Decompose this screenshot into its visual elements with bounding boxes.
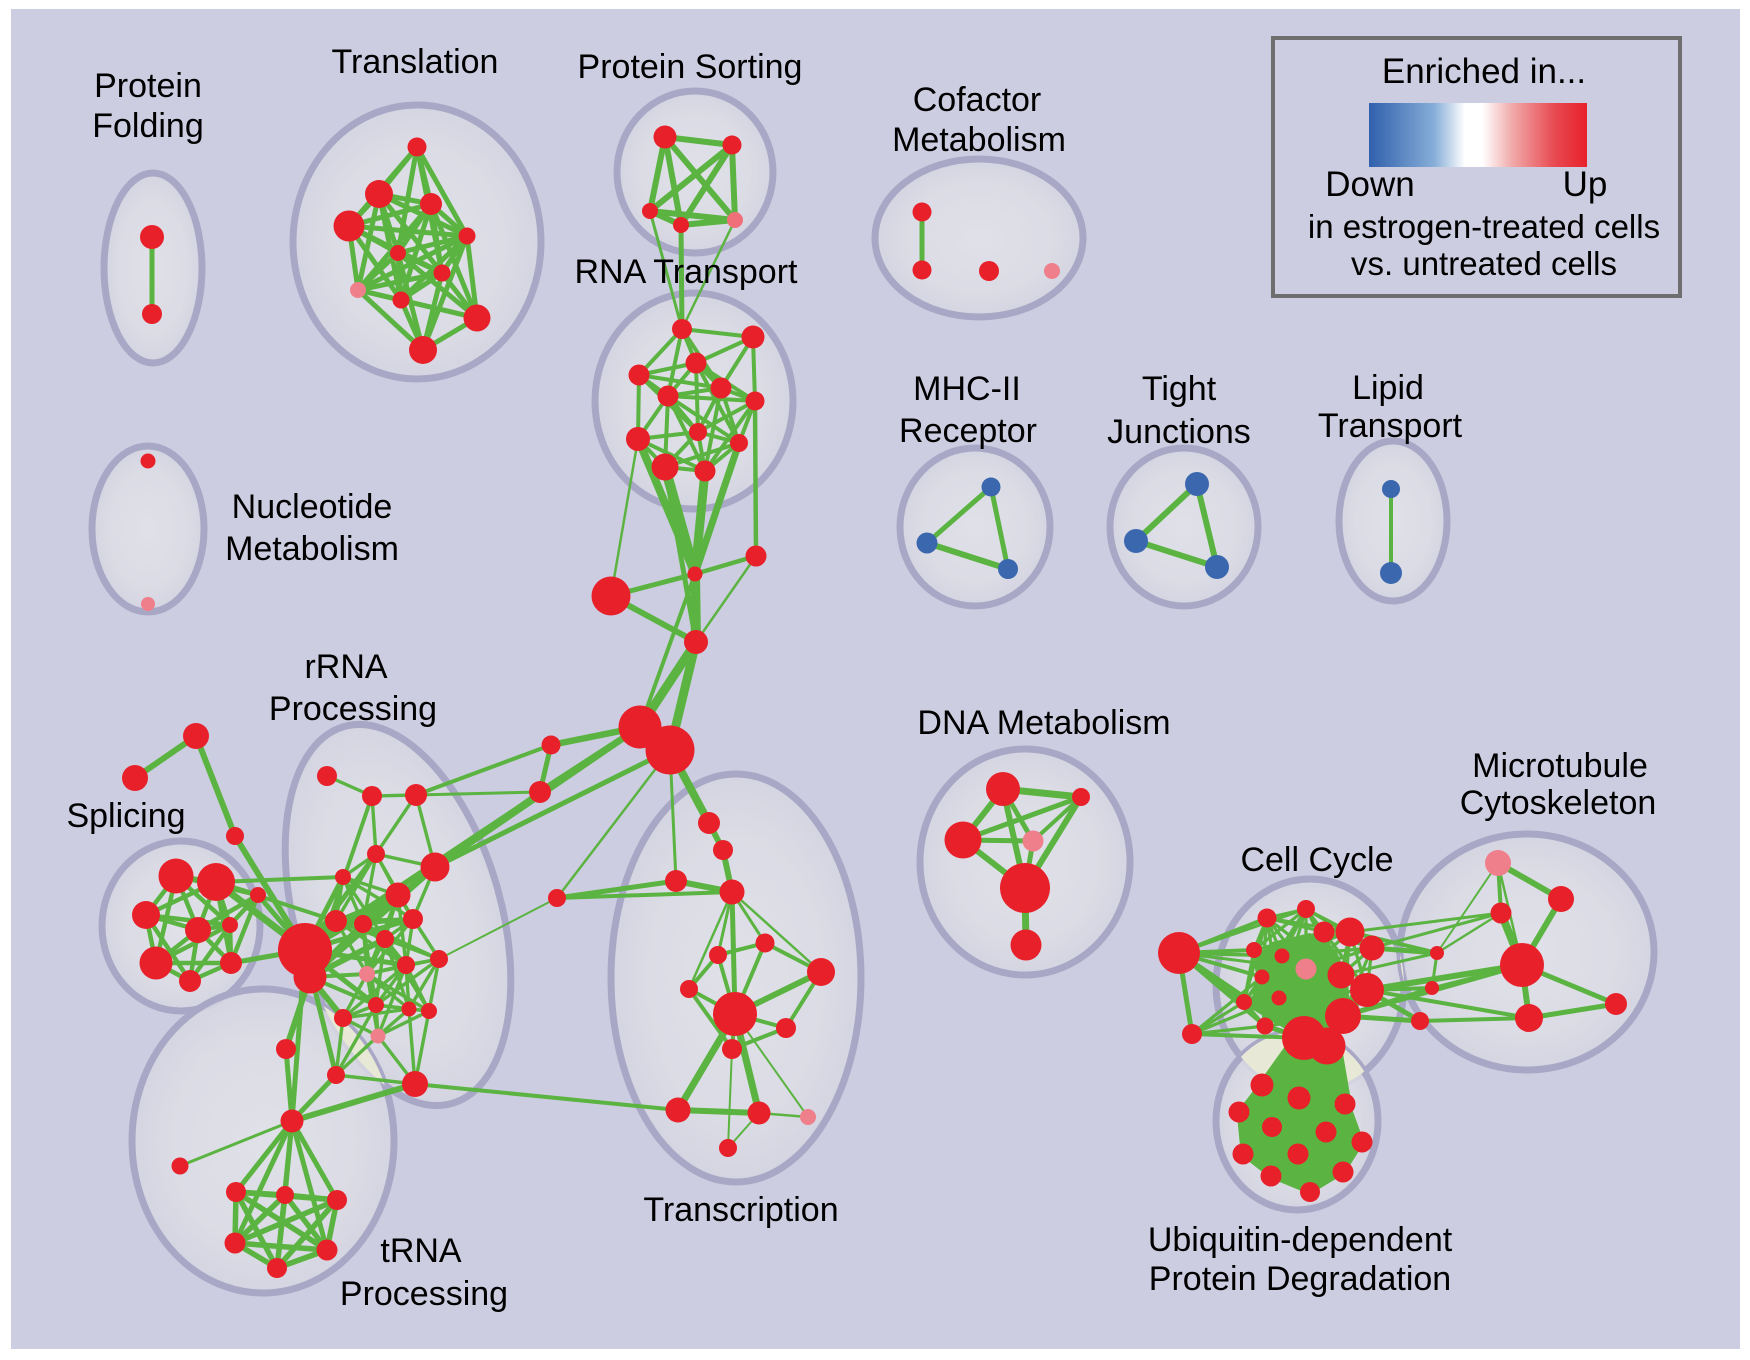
svg-text:Cell Cycle: Cell Cycle <box>1240 841 1393 879</box>
svg-text:RNA Transport: RNA Transport <box>575 253 799 291</box>
svg-text:Protein Sorting: Protein Sorting <box>578 48 803 86</box>
svg-text:Junctions: Junctions <box>1107 413 1251 451</box>
svg-text:Translation: Translation <box>332 43 499 81</box>
svg-text:Tight: Tight <box>1142 370 1217 408</box>
svg-text:Down: Down <box>1325 165 1414 204</box>
svg-text:Transcription: Transcription <box>643 1191 838 1229</box>
svg-text:Metabolism: Metabolism <box>225 530 399 568</box>
svg-text:Splicing: Splicing <box>66 797 185 835</box>
svg-text:Processing: Processing <box>340 1275 508 1313</box>
svg-text:Processing: Processing <box>269 690 437 728</box>
svg-text:Metabolism: Metabolism <box>892 121 1066 159</box>
svg-text:Microtubule: Microtubule <box>1472 747 1648 785</box>
svg-text:Ubiquitin-dependent: Ubiquitin-dependent <box>1148 1221 1453 1259</box>
svg-text:Transport: Transport <box>1318 407 1463 445</box>
svg-text:tRNA: tRNA <box>380 1232 462 1270</box>
svg-text:Lipid: Lipid <box>1352 369 1424 407</box>
svg-text:in estrogen-treated cells: in estrogen-treated cells <box>1308 208 1660 245</box>
svg-text:Cytoskeleton: Cytoskeleton <box>1460 784 1657 822</box>
svg-text:Protein: Protein <box>94 67 202 105</box>
svg-text:Cofactor: Cofactor <box>913 81 1042 119</box>
svg-text:MHC-II: MHC-II <box>913 370 1021 408</box>
svg-text:Enriched in...: Enriched in... <box>1382 52 1586 91</box>
svg-text:Protein Degradation: Protein Degradation <box>1149 1260 1451 1298</box>
svg-text:Up: Up <box>1563 165 1608 204</box>
svg-text:Folding: Folding <box>92 107 204 145</box>
svg-text:Nucleotide: Nucleotide <box>232 488 393 526</box>
svg-text:DNA Metabolism: DNA Metabolism <box>917 704 1170 742</box>
svg-text:vs. untreated cells: vs. untreated cells <box>1351 245 1617 282</box>
svg-text:Receptor: Receptor <box>899 412 1037 450</box>
svg-text:rRNA: rRNA <box>304 648 387 686</box>
